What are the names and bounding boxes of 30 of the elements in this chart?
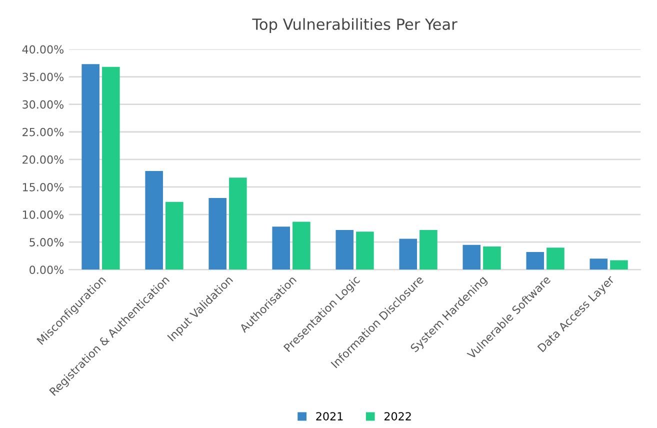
bar	[590, 258, 608, 270]
y-tick-label: 0.00%	[30, 266, 64, 274]
bar	[82, 64, 100, 270]
bar	[272, 226, 290, 270]
chart-title: Top Vulnerabilities Per Year	[252, 18, 458, 33]
bar	[462, 244, 481, 270]
bar	[166, 202, 184, 270]
bar	[292, 222, 310, 270]
bar	[145, 171, 163, 270]
bar	[399, 238, 418, 270]
y-tick-label: 15.00%	[22, 182, 64, 192]
y-tick-label: 5.00%	[30, 238, 64, 246]
y-tick-label: 25.00%	[22, 128, 64, 136]
legend-label: 2022	[384, 412, 411, 420]
y-tick-label: 10.00%	[22, 210, 64, 219]
y-tick-label: 20.00%	[22, 155, 64, 164]
bar	[610, 260, 628, 270]
bar	[526, 252, 544, 270]
bar	[208, 198, 226, 270]
bar	[420, 230, 438, 270]
y-tick-label: 35.00%	[22, 72, 64, 82]
y-tick-label: 40.00%	[22, 45, 64, 54]
legend-label: 2021	[316, 412, 343, 420]
bar	[229, 178, 247, 270]
bar	[546, 248, 564, 270]
bar	[483, 246, 501, 270]
bar	[336, 230, 354, 270]
bar	[102, 66, 120, 270]
bar	[356, 232, 374, 270]
y-tick-label: 30.00%	[22, 100, 64, 109]
